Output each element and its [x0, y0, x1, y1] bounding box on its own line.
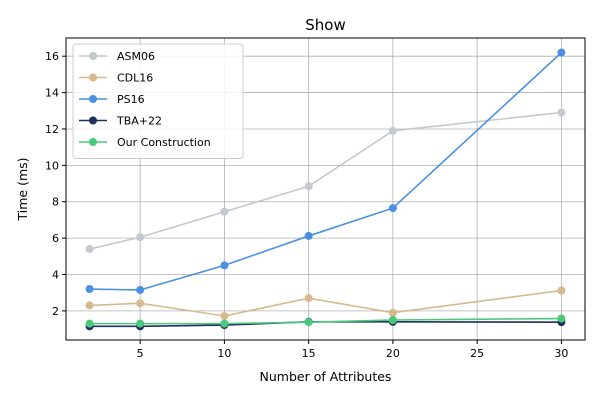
x-tick-label: 15	[302, 347, 316, 360]
x-tick-label: 10	[217, 347, 231, 360]
legend-item-our-construction: Our Construction	[79, 136, 211, 149]
series-line-our-construction	[89, 317, 562, 325]
data-point-asm06	[136, 233, 145, 242]
data-point-our-construction	[136, 319, 145, 328]
y-tick-label: 16	[45, 50, 59, 63]
data-point-our-construction	[85, 319, 94, 328]
data-point-cdl16	[220, 311, 229, 320]
data-point-asm06	[85, 245, 94, 254]
data-point-asm06	[220, 207, 229, 216]
legend-item-ps16: PS16	[79, 93, 145, 106]
series-line-cdl16	[89, 289, 562, 317]
legend-swatch-marker	[89, 52, 97, 60]
data-point-asm06	[557, 108, 566, 117]
y-axis-label: Time (ms)	[15, 157, 30, 221]
series-our-construction	[85, 314, 566, 328]
legend-swatch-marker	[89, 73, 97, 82]
legend-swatch-marker	[89, 116, 97, 125]
legend-item-asm06: ASM06	[79, 50, 155, 63]
data-point-ps16	[388, 204, 397, 213]
legend-label: Our Construction	[117, 136, 211, 149]
data-point-our-construction	[557, 314, 566, 323]
data-point-cdl16	[85, 301, 94, 310]
data-point-cdl16	[304, 294, 313, 303]
data-point-cdl16	[557, 286, 566, 295]
legend-swatch-marker	[89, 138, 97, 146]
data-point-ps16	[557, 48, 566, 57]
y-tick-label: 12	[45, 123, 59, 136]
data-point-ps16	[85, 285, 94, 294]
series-line-asm06	[89, 111, 562, 250]
chart-title: Show	[305, 16, 345, 34]
series-lines	[85, 48, 566, 331]
data-point-ps16	[136, 285, 145, 294]
data-point-ps16	[304, 231, 313, 240]
legend-box	[72, 43, 244, 159]
series-asm06	[85, 108, 566, 254]
legend: ASM06 CDL16 PS16 TBA+22 Our Construction	[72, 43, 244, 159]
series-line-ps16	[89, 51, 562, 291]
y-tick-label: 10	[45, 159, 59, 172]
y-tick-label: 6	[52, 232, 59, 245]
y-tick-label: 8	[52, 196, 59, 209]
legend-label: ASM06	[117, 50, 155, 63]
plot-area-frame	[65, 37, 586, 341]
data-point-asm06	[388, 126, 397, 135]
data-point-ps16	[220, 261, 229, 270]
y-tick-label: 2	[52, 305, 59, 318]
data-point-our-construction	[388, 315, 397, 324]
series-ps16	[85, 48, 566, 294]
series-cdl16	[85, 286, 566, 320]
data-point-asm06	[304, 182, 313, 191]
legend-label: CDL16	[117, 72, 153, 85]
y-tick-label: 4	[52, 269, 59, 282]
x-tick-label: 25	[470, 347, 484, 360]
y-tick-label: 14	[45, 87, 59, 100]
x-axis-label: Number of Attributes	[260, 369, 392, 384]
data-point-our-construction	[220, 319, 229, 328]
data-point-cdl16	[388, 308, 397, 317]
legend-item-cdl16: CDL16	[79, 72, 153, 85]
legend-label: PS16	[117, 93, 145, 106]
x-tick-label: 5	[137, 347, 144, 360]
data-point-cdl16	[136, 299, 145, 308]
legend-label: TBA+22	[116, 115, 162, 128]
legend-swatch-marker	[89, 95, 97, 103]
data-point-our-construction	[304, 318, 313, 327]
legend-item-tba-22: TBA+22	[79, 115, 162, 128]
axis-ticks: 5 10 15 20 25 30 2 4 6 8 10 12 14 16	[45, 50, 568, 360]
x-tick-label: 30	[554, 347, 568, 360]
x-tick-label: 20	[386, 347, 400, 360]
